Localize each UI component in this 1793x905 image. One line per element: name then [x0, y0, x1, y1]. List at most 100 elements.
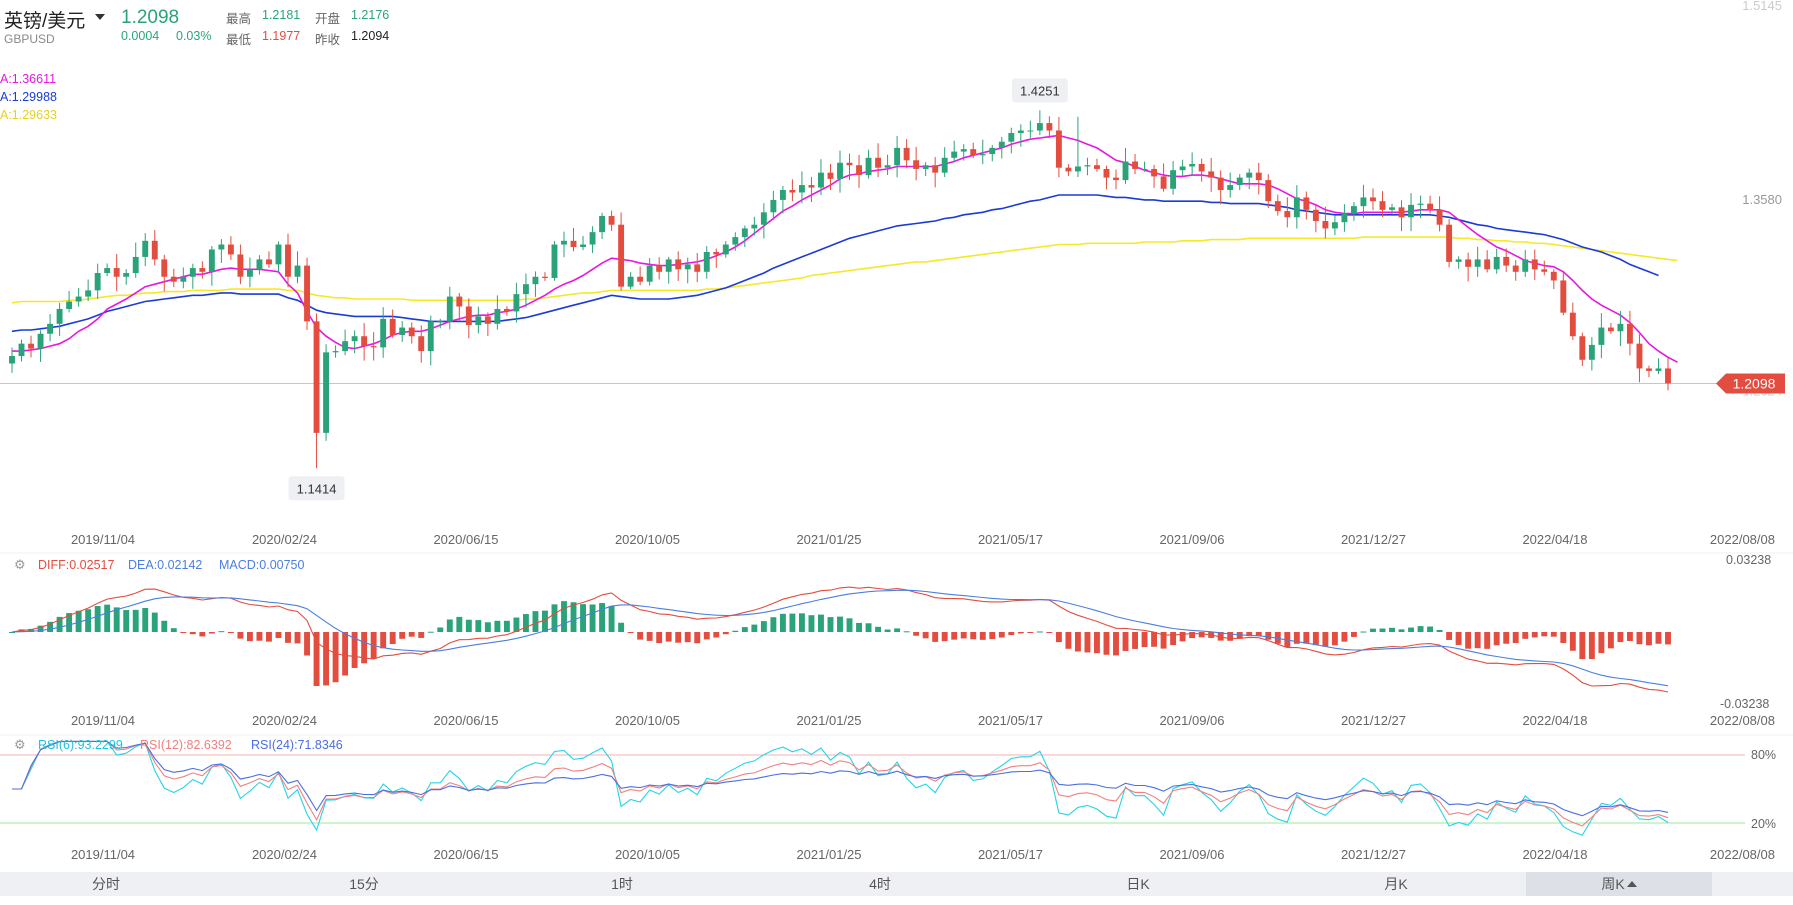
candle-body [113, 268, 120, 277]
macd-histogram-bar [1046, 632, 1053, 633]
price-date-label: 2021/09/06 [1159, 532, 1224, 547]
high-callout: 1.4251 [1011, 78, 1068, 103]
macd-histogram-bar [627, 632, 634, 633]
instrument-title[interactable]: 英镑/美元 [4, 11, 86, 32]
macd-histogram-bar [208, 632, 215, 634]
candle-body [818, 172, 824, 188]
macd-histogram-bar [351, 632, 358, 668]
macd-date-label: 2022/04/18 [1522, 713, 1587, 728]
rsi24-label: RSI(24):71.8346 [251, 738, 343, 752]
ma3-label: A:1.29633 [0, 108, 57, 122]
chevron-down-icon[interactable] [95, 14, 105, 20]
candle-body [903, 147, 910, 161]
candle-body [608, 216, 615, 225]
macd-histogram-bar [389, 632, 396, 645]
macd-histogram-bar [1084, 632, 1091, 653]
macd-histogram-bar [189, 632, 196, 635]
macd-histogram-bar [266, 632, 272, 642]
macd-histogram-bar [66, 613, 73, 632]
macd-histogram-bar [1646, 632, 1652, 646]
candle-body [85, 290, 92, 297]
macd-histogram-bar [170, 628, 177, 632]
macd-histogram-bar [1522, 632, 1529, 639]
price-axis-top-label: 1.5145 [1742, 0, 1782, 13]
tab-timeshare[interactable]: 分时 [92, 876, 120, 892]
candle-body [1503, 256, 1510, 266]
candle-body [580, 244, 586, 248]
tab-monthly[interactable]: 月K [1384, 876, 1408, 892]
candle-body [151, 240, 158, 260]
candle-body [1094, 165, 1100, 169]
candle-body [1312, 209, 1319, 221]
macd-histogram-bar [656, 632, 663, 644]
candle-body [1341, 213, 1348, 223]
ma-blue-line [11, 194, 1659, 333]
candle-body [561, 240, 567, 245]
macd-histogram-bar [779, 613, 786, 632]
macd-histogram-bar [998, 632, 1005, 638]
macd-date-label: 2021/09/06 [1159, 713, 1224, 728]
macd-histogram-bar [1236, 632, 1243, 639]
macd-histogram-bar [1617, 632, 1624, 643]
macd-histogram-bar [818, 614, 824, 632]
candle-body [1265, 180, 1272, 202]
candle-body [1588, 344, 1595, 360]
macd-histogram-bar [1484, 632, 1491, 649]
macd-histogram-bar [760, 621, 767, 632]
candle-body [1046, 123, 1053, 131]
candle-body [380, 318, 387, 348]
candle-body [789, 190, 796, 193]
candle-body [285, 244, 291, 277]
macd-histogram-bar [722, 632, 729, 635]
candle-body [484, 316, 491, 324]
rsi-settings-icon[interactable]: ⚙ [14, 737, 26, 752]
rsi-date-label: 2021/05/17 [978, 847, 1043, 862]
macd-histogram-bar [227, 632, 234, 633]
macd-histogram-bar [1151, 632, 1158, 647]
macd-bottom-label: -0.03238 [1720, 697, 1770, 711]
macd-histogram-bar [522, 614, 529, 632]
candle-body [475, 316, 482, 326]
tab-1hour[interactable]: 1时 [611, 876, 633, 892]
macd-histogram-bar [237, 632, 244, 639]
macd-histogram-bar [1170, 632, 1177, 646]
macd-histogram-bar [608, 605, 615, 632]
candle-body [732, 237, 739, 245]
tab-4hour[interactable]: 4时 [869, 876, 891, 892]
candle-body [427, 321, 434, 352]
candle-body [1236, 177, 1243, 186]
candle-body [389, 318, 396, 335]
candle-body [1646, 368, 1652, 371]
tab-daily[interactable]: 日K [1126, 876, 1150, 892]
macd-histogram-bar [1655, 632, 1662, 644]
macd-histogram-bar [989, 632, 996, 640]
macd-histogram-bar [1512, 632, 1519, 643]
macd-histogram-bar [342, 632, 349, 676]
candle-body [665, 259, 672, 272]
macd-histogram-bar [1665, 632, 1671, 645]
rsi-date-label: 2019/11/04 [71, 847, 135, 862]
candle-body [1322, 220, 1329, 229]
macd-histogram-bar [180, 632, 187, 633]
candle-body [1151, 168, 1158, 177]
macd-histogram-bar [703, 632, 710, 640]
tab-15min[interactable]: 15分 [349, 876, 379, 892]
tab-weekly[interactable]: 周K [1526, 872, 1712, 896]
candle-body [675, 259, 682, 270]
candle-body [37, 333, 44, 349]
macd-histogram-bar [427, 631, 434, 633]
candle-body [884, 165, 891, 168]
high-value: 1.2181 [262, 8, 301, 22]
candle-body [656, 265, 663, 272]
macd-histogram-bar [475, 620, 482, 632]
macd-histogram-bar [589, 604, 596, 632]
candle-body [313, 321, 320, 433]
macd-histogram-bar [1074, 632, 1081, 652]
macd-histogram-bar [56, 616, 63, 632]
candle-body [9, 356, 15, 364]
macd-histogram-bar [399, 632, 406, 639]
current-price-tag-bg [1716, 373, 1785, 394]
macd-settings-icon[interactable]: ⚙ [14, 557, 26, 572]
macd-panel [9, 586, 1671, 693]
